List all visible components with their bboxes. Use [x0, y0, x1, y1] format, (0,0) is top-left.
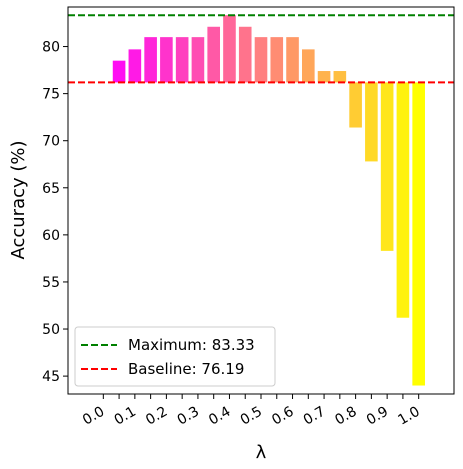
bar-17	[365, 82, 378, 162]
x-tick-label-4: 0.4	[206, 404, 233, 429]
x-tick-label-5: 0.5	[238, 404, 265, 429]
y-tick-label-4: 65	[42, 181, 60, 197]
x-tick-label-9: 0.9	[364, 404, 391, 429]
y-tick-label-7: 80	[42, 40, 60, 56]
legend-label-0: Maximum: 83.33	[128, 336, 255, 354]
y-tick-label-3: 60	[42, 228, 60, 244]
bar-12	[286, 37, 299, 83]
x-tick-label-8: 0.8	[332, 404, 359, 429]
x-axis: 0.0 0.1 0.2 0.3 0.4 0.5 0.6 0.7 0.8 0.9 1.0	[80, 394, 423, 429]
bar-13	[302, 49, 315, 83]
bar-10	[254, 37, 268, 83]
bar-18	[380, 82, 394, 251]
bar-3	[144, 37, 157, 83]
y-tick-label-0: 45	[42, 369, 60, 385]
bar-5	[175, 37, 189, 83]
x-tick-label-0: 0.0	[80, 404, 107, 429]
bar-7	[207, 26, 220, 83]
reference-lines-group	[68, 14, 454, 84]
bar-1	[112, 60, 126, 83]
y-tick-label-5: 70	[42, 134, 60, 150]
bars-group	[97, 15, 425, 386]
x-tick-label-2: 0.2	[143, 404, 170, 429]
bar-8	[223, 15, 236, 83]
legend: Maximum: 83.33 Baseline: 76.19	[74, 326, 276, 387]
x-tick-label-6: 0.6	[269, 404, 296, 429]
bar-4	[160, 37, 173, 83]
y-tick-label-2: 55	[42, 275, 60, 291]
bar-6	[191, 37, 205, 83]
y-tick-label-6: 75	[42, 87, 60, 103]
x-tick-label-7: 0.7	[301, 404, 328, 429]
bar-15	[333, 71, 347, 83]
legend-box	[74, 326, 276, 387]
x-tick-label-1: 0.1	[112, 404, 139, 429]
bar-16	[349, 82, 362, 128]
x-tick-label-3: 0.3	[175, 404, 202, 429]
bar-2	[128, 49, 142, 83]
x-tick-label-10: 1.0	[395, 404, 422, 429]
x-axis-label: λ	[256, 442, 267, 463]
legend-label-1: Baseline: 76.19	[128, 360, 244, 378]
bar-9	[238, 26, 252, 83]
y-axis-label: Accuracy (%)	[8, 140, 29, 259]
bar-19	[396, 82, 410, 318]
bar-14	[317, 71, 331, 83]
bar-11	[270, 37, 284, 83]
plot-frame	[67, 6, 455, 395]
y-axis: 45 50 55 60 65 70 75 80	[42, 40, 68, 385]
bar-20	[412, 82, 425, 386]
y-tick-label-1: 50	[42, 322, 60, 338]
